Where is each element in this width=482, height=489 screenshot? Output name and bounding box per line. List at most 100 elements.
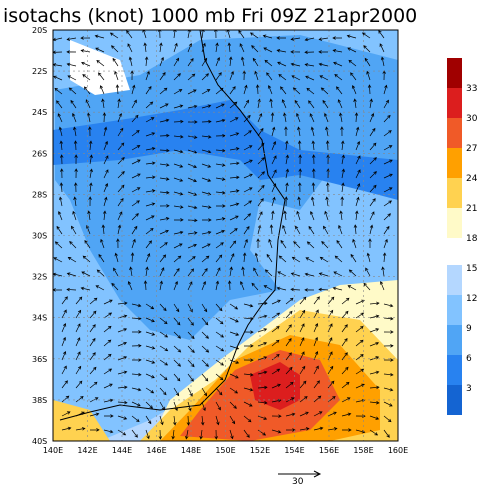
wind-arrow [299,427,310,431]
wind-arrow [243,303,254,308]
wind-arrow [201,280,207,291]
wind-arrow [355,169,361,179]
colorbar-segment [447,385,462,415]
wind-arrow [369,400,380,405]
wind-arrow [159,415,164,426]
wind-arrow [201,218,212,222]
wind-arrow [117,341,127,347]
wind-arrow [61,296,68,305]
wind-arrow [173,415,177,426]
wind-arrow [327,365,334,375]
wind-arrow [312,168,316,179]
wind-arrow [253,267,259,277]
wind-arrow [369,198,376,207]
wind-arrow [380,56,385,67]
wind-arrow [187,387,193,397]
colorbar-label: 15 [466,264,477,274]
wind-arrow [173,104,184,109]
wind-arrow [369,415,380,420]
wind-arrow [201,30,205,39]
wind-arrow [75,337,81,347]
wind-arrow [114,252,119,263]
wind-arrow [109,32,119,39]
wind-arrow [173,119,184,124]
wind-arrow [131,372,142,377]
wind-arrow [173,218,184,222]
wind-arrow [229,303,239,310]
wind-arrow [369,301,380,306]
wind-arrow [215,401,221,411]
wind-arrow [173,205,184,209]
wind-arrow [299,411,309,417]
wind-arrow [313,426,324,431]
wind-arrow [294,99,301,109]
wind-arrow [185,429,189,440]
wind-arrow [159,217,170,221]
wind-arrow [383,387,394,392]
wind-arrow [369,184,377,193]
wind-arrow [283,210,287,221]
wind-arrow [117,197,124,207]
wind-arrow [291,75,301,81]
wind-arrow [201,57,208,67]
wind-arrow [131,145,141,151]
wind-arrow [350,253,357,263]
wind-arrow [336,239,343,249]
wind-arrow [369,341,380,347]
wind-arrow [299,396,308,403]
wind-arrow [355,368,365,375]
wind-arrow [66,50,77,54]
wind-arrow [369,157,377,165]
wind-arrow [308,225,315,235]
wind-arrow [243,387,254,392]
wind-arrow [313,411,323,417]
wind-arrow [66,272,77,277]
wind-arrow [383,316,394,321]
wind-arrow [271,383,281,389]
graticule [53,30,398,441]
wind-arrow [129,266,133,277]
wind-arrow [341,366,349,375]
wind-arrow [215,56,221,67]
wind-arrow [355,140,361,151]
wind-arrow [229,161,240,166]
wind-arrow [350,72,357,81]
wind-arrow [313,336,318,347]
wind-arrow [117,370,128,375]
wind-arrow [257,429,267,436]
wind-arrow [355,312,365,319]
wind-arrow [298,154,302,165]
wind-arrow [256,238,260,249]
wind-arrow [229,132,240,137]
wind-arrow [173,317,181,326]
wind-arrow [297,140,302,151]
wind-arrow [229,202,240,207]
wind-arrow [145,85,152,95]
wind-arrow [215,103,225,109]
wind-arrow [277,61,287,67]
wind-arrow [89,324,96,333]
wind-arrow [103,339,112,347]
wind-arrow [295,225,301,235]
wind-arrow [159,267,165,277]
wind-arrow [255,84,260,95]
wind-arrow [145,303,155,310]
wind-arrow [102,112,107,123]
wind-arrow [215,280,220,291]
wind-arrow [145,189,156,193]
lon-label: 158E [353,446,373,455]
wind-arrow [271,196,276,207]
wind-arrow [351,85,357,95]
wind-arrow [100,238,105,249]
wind-arrow [159,42,163,53]
wind-arrow [229,175,240,180]
wind-arrow [103,299,113,305]
wind-arrow [173,177,184,182]
wind-arrow [243,130,252,137]
wind-arrow [130,70,134,81]
wind-arrow [239,43,245,53]
wind-arrow [383,200,393,207]
wind-arrow [201,104,212,109]
wind-arrow [257,342,268,347]
wind-arrow [214,429,218,440]
